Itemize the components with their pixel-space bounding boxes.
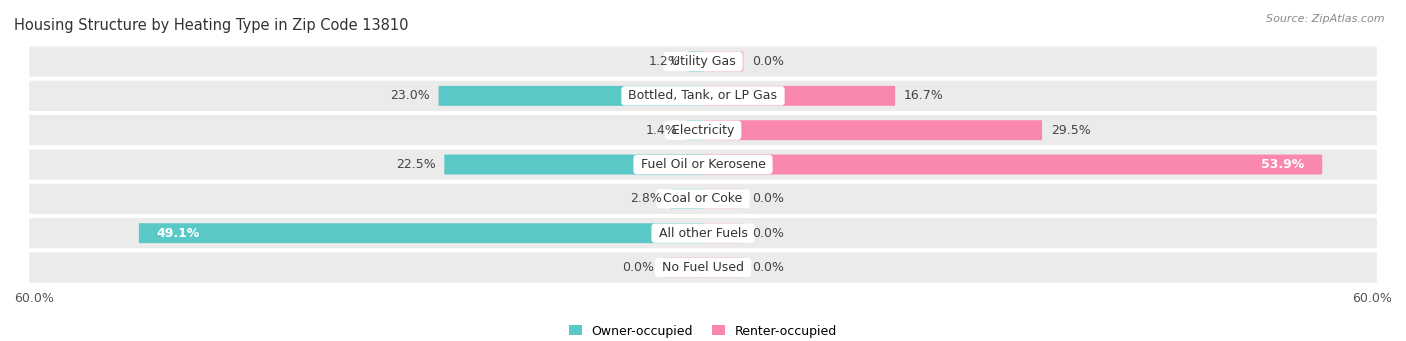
FancyBboxPatch shape <box>703 223 744 243</box>
FancyBboxPatch shape <box>662 257 703 278</box>
Text: Fuel Oil or Kerosene: Fuel Oil or Kerosene <box>637 158 769 171</box>
FancyBboxPatch shape <box>686 120 703 140</box>
Text: Electricity: Electricity <box>668 124 738 137</box>
FancyBboxPatch shape <box>689 51 703 72</box>
FancyBboxPatch shape <box>27 148 1379 181</box>
Text: Utility Gas: Utility Gas <box>666 55 740 68</box>
Legend: Owner-occupied, Renter-occupied: Owner-occupied, Renter-occupied <box>564 320 842 341</box>
FancyBboxPatch shape <box>27 45 1379 78</box>
FancyBboxPatch shape <box>139 223 703 243</box>
FancyBboxPatch shape <box>27 113 1379 147</box>
Text: 16.7%: 16.7% <box>904 89 943 102</box>
Text: Source: ZipAtlas.com: Source: ZipAtlas.com <box>1267 14 1385 24</box>
FancyBboxPatch shape <box>703 257 744 278</box>
FancyBboxPatch shape <box>671 189 703 209</box>
Text: 23.0%: 23.0% <box>389 89 430 102</box>
Text: Coal or Coke: Coal or Coke <box>659 192 747 205</box>
FancyBboxPatch shape <box>703 120 1042 140</box>
Text: 53.9%: 53.9% <box>1261 158 1305 171</box>
FancyBboxPatch shape <box>439 86 703 106</box>
FancyBboxPatch shape <box>444 154 703 175</box>
Text: 0.0%: 0.0% <box>752 227 785 240</box>
FancyBboxPatch shape <box>27 182 1379 216</box>
Text: 49.1%: 49.1% <box>156 227 200 240</box>
FancyBboxPatch shape <box>703 86 896 106</box>
Text: 1.2%: 1.2% <box>648 55 681 68</box>
Text: 0.0%: 0.0% <box>752 55 785 68</box>
Text: Housing Structure by Heating Type in Zip Code 13810: Housing Structure by Heating Type in Zip… <box>14 18 409 33</box>
FancyBboxPatch shape <box>703 189 744 209</box>
Text: 29.5%: 29.5% <box>1050 124 1091 137</box>
Text: 1.4%: 1.4% <box>645 124 678 137</box>
Text: No Fuel Used: No Fuel Used <box>658 261 748 274</box>
Text: 0.0%: 0.0% <box>752 192 785 205</box>
Text: Bottled, Tank, or LP Gas: Bottled, Tank, or LP Gas <box>624 89 782 102</box>
Text: 22.5%: 22.5% <box>395 158 436 171</box>
Text: 60.0%: 60.0% <box>1353 292 1392 305</box>
Text: 2.8%: 2.8% <box>630 192 662 205</box>
Text: All other Fuels: All other Fuels <box>655 227 751 240</box>
FancyBboxPatch shape <box>703 154 1322 175</box>
FancyBboxPatch shape <box>27 251 1379 284</box>
FancyBboxPatch shape <box>27 79 1379 113</box>
FancyBboxPatch shape <box>703 51 744 72</box>
Text: 0.0%: 0.0% <box>621 261 654 274</box>
FancyBboxPatch shape <box>27 216 1379 250</box>
Text: 0.0%: 0.0% <box>752 261 785 274</box>
Text: 60.0%: 60.0% <box>14 292 53 305</box>
